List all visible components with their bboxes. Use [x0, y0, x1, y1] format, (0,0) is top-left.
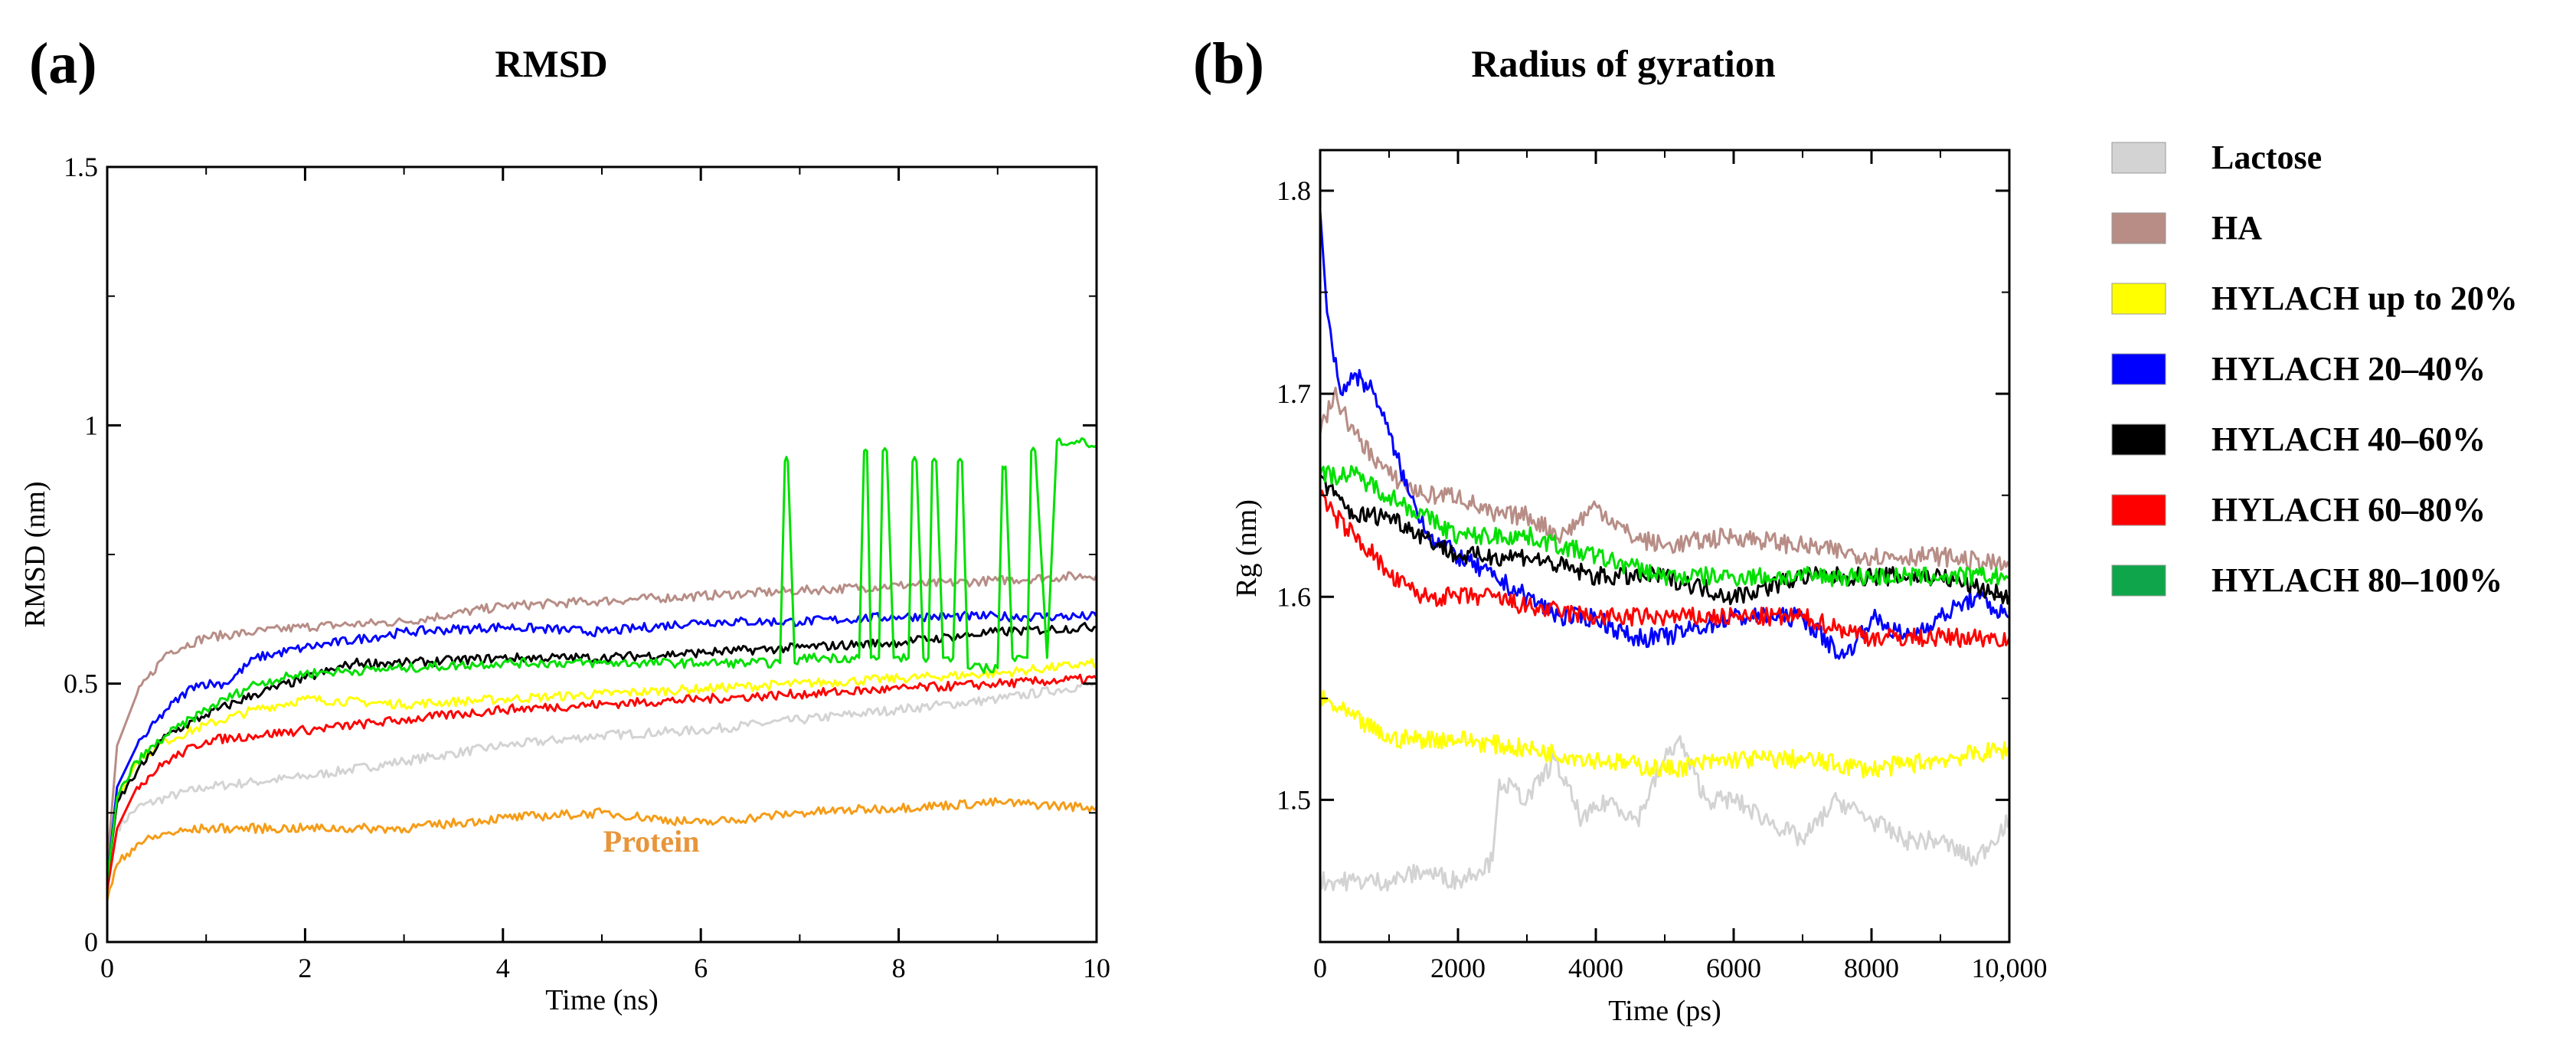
panel-label-a: (a): [29, 31, 97, 96]
rg-x-tick-label: 4000: [1568, 953, 1623, 983]
radius-of-gyration-chart: (b) Radius of gyration 0 2000 4000 6000 8000…: [1193, 31, 2048, 1027]
rmsd-x-tick-label: 6: [694, 953, 708, 983]
protein-annotation: Protein: [603, 824, 700, 859]
rg-series-group: [1319, 211, 2011, 892]
rmsd-y-axis-label: RMSD (nm): [19, 481, 51, 627]
rmsd-chart-title: RMSD: [495, 42, 607, 85]
legend-label-lactose: Lactose: [2212, 139, 2322, 176]
rg-line-hylach-up-to-20: [1319, 689, 2010, 779]
rmsd-line-series-5: [106, 622, 1097, 881]
rg-x-tick-label: 0: [1313, 953, 1327, 983]
legend-label-hylach-80-100: HYLACH 80–100%: [2212, 561, 2502, 599]
rmsd-line-series-1: [106, 682, 1097, 881]
legend-label-hylach-up-to-20: HYLACH up to 20%: [2212, 280, 2518, 317]
rmsd-line-series-7: [106, 437, 1097, 881]
rg-y-tick-label: 1.5: [1277, 784, 1311, 815]
rg-line-hylach-60-80: [1319, 489, 2011, 648]
rg-line-lactose: [1319, 734, 2011, 892]
legend-label-hylach-20-40: HYLACH 20–40%: [2212, 350, 2486, 388]
rg-y-tick-label: 1.8: [1277, 175, 1311, 206]
legend-swatch-hylach-80-100: [2111, 564, 2166, 597]
legend-swatch-ha: [2111, 212, 2166, 244]
rg-chart-title: Radius of gyration: [1471, 42, 1775, 85]
rg-x-tick-label: 10,000: [1972, 953, 2048, 983]
rg-x-tick-label: 2000: [1430, 953, 1486, 983]
legend-swatch-hylach-20-40: [2111, 353, 2166, 385]
legend-label-hylach-40-60: HYLACH 40–60%: [2212, 420, 2486, 458]
rmsd-line-series-3: [106, 658, 1098, 881]
legend: Lactose HA HYLACH up to 20% HYLACH 20–40% HY…: [2111, 139, 2518, 599]
rg-x-tick-label: 6000: [1706, 953, 1761, 983]
rmsd-series-group: [106, 437, 1098, 901]
rmsd-line-series-8: [106, 796, 1098, 901]
rmsd-y-tick-label: 0.5: [64, 669, 98, 699]
rg-line-hylach-80-100: [1319, 465, 2010, 587]
panel-label-b: (b): [1193, 31, 1264, 96]
rg-y-tick-label: 1.6: [1277, 581, 1311, 612]
rg-line-ha: [1319, 386, 2011, 573]
rmsd-plot-frame: [106, 165, 1098, 944]
legend-label-hylach-60-80: HYLACH 60–80%: [2212, 491, 2486, 528]
rg-ticks: 0 2000 4000 6000 8000 10,000 1.5 1.6 1.7 1.8: [1277, 150, 2048, 983]
rmsd-x-axis-label: Time (ns): [545, 984, 658, 1016]
legend-swatch-hylach-60-80: [2111, 494, 2166, 526]
rmsd-x-tick-label: 2: [298, 953, 312, 983]
legend-swatch-lactose: [2111, 142, 2166, 174]
rmsd-y-tick-label: 1: [84, 410, 98, 440]
rmsd-y-tick-label: 0: [84, 927, 98, 957]
rmsd-ticks: 0 2 4 6 8 10 0 0.5 1 1.5: [64, 152, 1110, 983]
rg-x-axis-label: Time (ps): [1608, 995, 1721, 1027]
rg-line-hylach-20-40: [1319, 211, 2010, 660]
legend-swatch-hylach-up-to-20: [2111, 283, 2166, 315]
rmsd-x-tick-label: 4: [496, 953, 510, 983]
rmsd-x-tick-label: 10: [1083, 953, 1110, 983]
rmsd-line-series-4: [106, 610, 1098, 881]
rmsd-line-series-6: [106, 673, 1098, 891]
rmsd-y-tick-label: 1.5: [64, 152, 98, 182]
rmsd-chart: (a) RMSD 0 2 4 6 8 10 0 0.5 1 1.5 Protein Time (n…: [19, 31, 1110, 1016]
legend-label-ha: HA: [2212, 209, 2262, 247]
legend-swatch-hylach-40-60: [2111, 424, 2166, 456]
rg-x-tick-label: 8000: [1844, 953, 1899, 983]
rg-y-tick-label: 1.7: [1277, 378, 1311, 409]
rmsd-line-series-2: [106, 571, 1098, 865]
rg-y-axis-label: Rg (nm): [1231, 499, 1263, 597]
rmsd-x-tick-label: 8: [892, 953, 906, 983]
rmsd-x-tick-label: 0: [100, 953, 114, 983]
